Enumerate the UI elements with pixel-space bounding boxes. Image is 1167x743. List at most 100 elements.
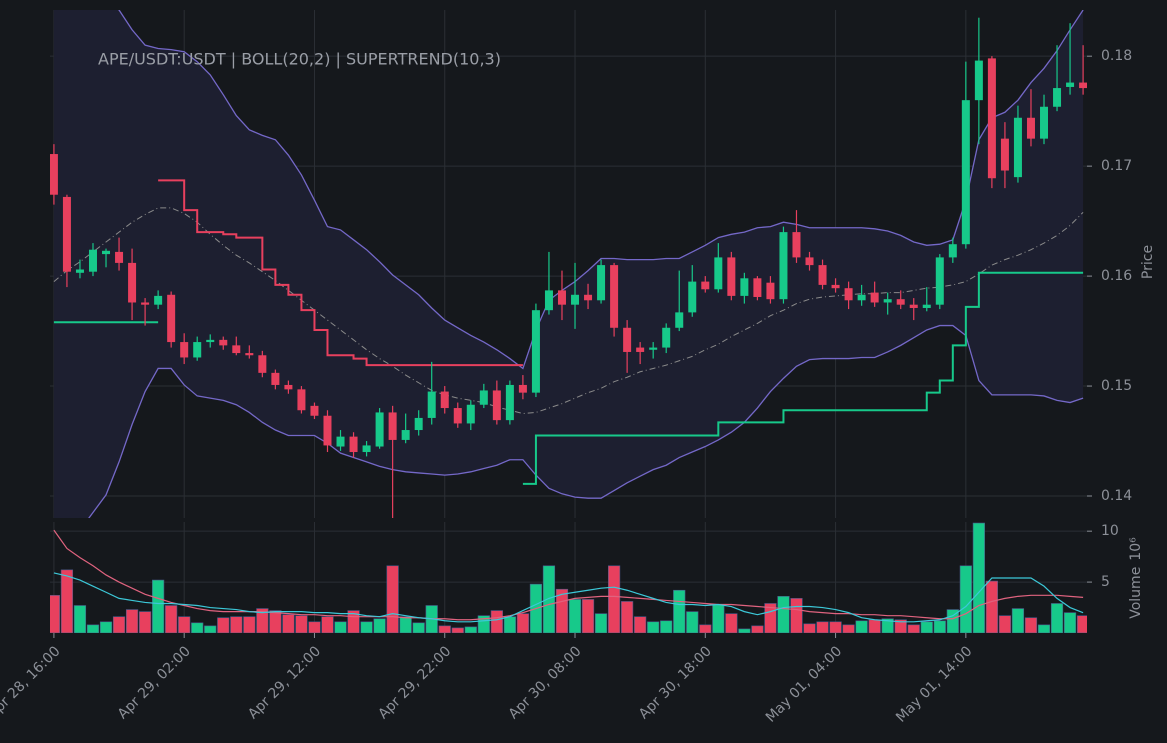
- y-tick-label: 0.18: [1101, 48, 1132, 64]
- volume-bar: [738, 628, 751, 633]
- candle-body: [922, 304, 931, 308]
- boll-upper: [117, 10, 1084, 370]
- volume-bar: [438, 625, 451, 633]
- volume-axis-label: Volume 10⁶: [1128, 537, 1144, 619]
- volume-bar: [933, 620, 946, 633]
- volume-bar: [412, 622, 425, 633]
- candle-body: [245, 353, 254, 356]
- volume-bar: [99, 621, 113, 633]
- chart-title: APE/USDT:USDT | BOLL(20,2) | SUPERTREND(…: [98, 50, 501, 69]
- volume-label: Volume: [1128, 567, 1144, 619]
- volume-bar: [607, 565, 621, 633]
- candle-body: [597, 265, 606, 301]
- candle-body: [974, 60, 983, 101]
- volume-bar: [125, 609, 139, 633]
- supertrend-down: [158, 179, 523, 367]
- volume-bar: [321, 616, 334, 633]
- candle-body: [883, 299, 892, 303]
- volume-bar: [634, 616, 647, 633]
- volume-bar: [334, 621, 347, 633]
- candle-body: [1066, 82, 1075, 87]
- candle-body: [271, 372, 280, 385]
- volume-bar: [803, 623, 816, 633]
- candle-body: [844, 288, 853, 301]
- candle-body: [88, 249, 97, 272]
- candle-body: [336, 436, 345, 447]
- volume-bar: [894, 619, 907, 633]
- candle-body: [362, 445, 371, 453]
- candle-body: [128, 262, 137, 303]
- candle-body: [492, 390, 501, 421]
- candle-body: [987, 58, 996, 179]
- candle-body: [557, 290, 566, 305]
- volume-bar: [217, 617, 230, 633]
- candle-body: [1000, 138, 1009, 171]
- volume-bar: [842, 624, 855, 633]
- candle-body: [1013, 117, 1022, 178]
- volume-bar: [647, 621, 660, 633]
- volume-bar: [985, 580, 998, 633]
- candle-body: [62, 196, 71, 272]
- candle-body: [531, 310, 540, 393]
- volume-bar: [1050, 603, 1064, 633]
- volume-bar: [920, 621, 933, 633]
- candle-body: [180, 342, 189, 358]
- volume-bar: [946, 609, 959, 633]
- volume-bar: [503, 616, 516, 633]
- volume-bar: [555, 588, 569, 633]
- candle-body: [571, 294, 580, 305]
- supertrend-up: [53, 271, 1084, 485]
- candle-body: [1040, 106, 1049, 139]
- candle-body: [870, 292, 879, 303]
- candle-body: [896, 299, 905, 305]
- volume-bar: [712, 604, 725, 633]
- volume-bar: [73, 605, 87, 633]
- candle-body: [505, 384, 514, 421]
- volume-bar: [178, 616, 191, 633]
- volume-bar: [581, 599, 595, 633]
- candle-body: [50, 154, 58, 195]
- candle-body: [75, 269, 84, 273]
- volume-bar: [347, 610, 360, 633]
- candle-body: [961, 100, 970, 245]
- candle-body: [310, 405, 319, 416]
- candle-body: [857, 294, 866, 301]
- candle-body: [753, 278, 762, 297]
- volume-bar: [269, 610, 282, 633]
- candle-body: [154, 295, 163, 305]
- volume-bar: [139, 611, 152, 633]
- candle-body: [740, 278, 749, 296]
- volume-bar: [1011, 608, 1025, 633]
- candle-body: [1079, 82, 1087, 89]
- candle-body: [206, 339, 215, 343]
- candle-body: [193, 342, 202, 358]
- candle-body: [623, 327, 632, 352]
- volume-bar: [256, 608, 269, 633]
- candle-body: [544, 290, 553, 311]
- volume-bar: [673, 589, 686, 633]
- volume-bar: [1037, 624, 1051, 633]
- volume-bar: [295, 615, 308, 633]
- volume-bar: [399, 616, 412, 633]
- candle-body: [141, 302, 150, 305]
- candle-body: [102, 250, 111, 255]
- volume-bar: [790, 598, 803, 633]
- candle-body: [297, 389, 306, 411]
- volume-bar: [165, 605, 178, 633]
- volume-bar: [777, 596, 790, 633]
- volume-bar: [204, 625, 217, 633]
- volume-bar: [490, 610, 503, 633]
- volume-bar: [386, 565, 399, 633]
- candle-body: [610, 265, 619, 328]
- boll-middle: [53, 207, 1084, 415]
- candle-body: [466, 404, 475, 424]
- volume-bar: [1024, 617, 1038, 633]
- candle-body: [935, 257, 944, 305]
- volume-bar: [451, 627, 464, 633]
- candle-body: [792, 232, 801, 258]
- volume-bar: [360, 621, 373, 633]
- volume-bar: [568, 599, 582, 633]
- volume-bar: [86, 624, 100, 633]
- candle-body: [909, 304, 918, 308]
